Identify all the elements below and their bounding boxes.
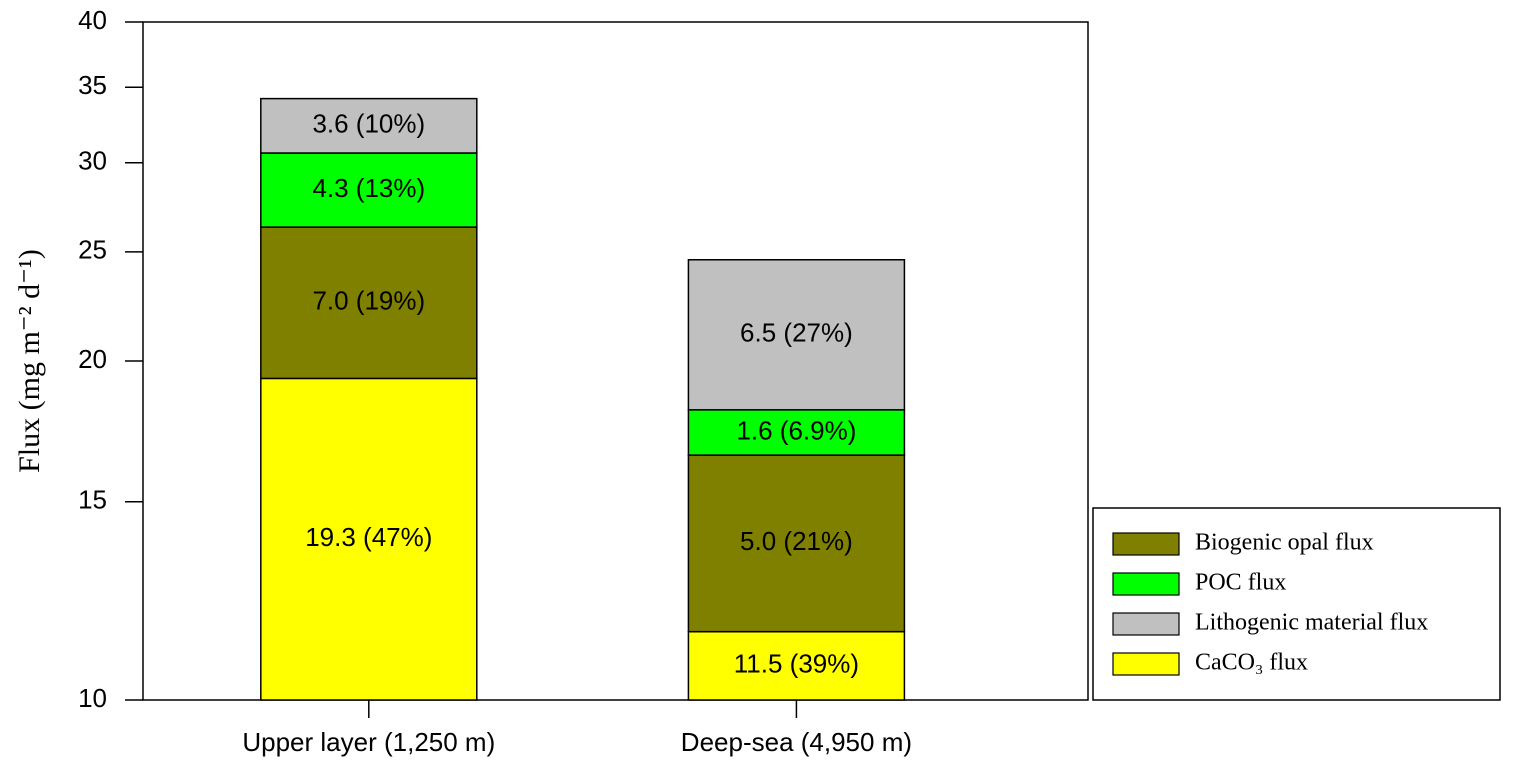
legend-swatch: [1112, 572, 1180, 596]
bar-segment: [687, 259, 906, 411]
value-label: 1.6 (6.9%): [736, 415, 856, 445]
y-tick-label: 30: [78, 146, 107, 176]
y-tick-label: 35: [78, 70, 107, 100]
value-label: 3.6 (10%): [312, 109, 425, 139]
bar-segment: [687, 409, 906, 456]
legend-swatch: [1112, 652, 1180, 676]
value-label: 6.5 (27%): [740, 318, 853, 348]
x-tick-label: Deep-sea (4,950 m): [681, 727, 912, 757]
y-tick-label: 10: [78, 683, 107, 713]
y-tick-label: 15: [78, 485, 107, 515]
value-label: 7.0 (19%): [312, 286, 425, 316]
value-label: 4.3 (13%): [312, 173, 425, 203]
x-tick-label: Upper layer (1,250 m): [242, 727, 495, 757]
legend-swatch: [1112, 532, 1180, 556]
legend-swatch: [1112, 612, 1180, 636]
bar-segment: [260, 97, 478, 154]
bar-segment: [687, 454, 906, 633]
y-tick-label: 25: [78, 235, 107, 265]
bar-segment: [687, 630, 906, 701]
legend-label: POC flux: [1195, 570, 1286, 596]
y-tick-label: 40: [78, 5, 107, 35]
legend-label: CaCO₃ flux: [1195, 650, 1308, 676]
value-label: 19.3 (47%): [305, 522, 432, 552]
legend-label: Lithogenic material flux: [1195, 610, 1428, 636]
value-label: 5.0 (21%): [740, 526, 853, 556]
legend-label: Biogenic opal flux: [1195, 530, 1374, 556]
y-axis-label: Flux (mg m⁻² d⁻¹): [13, 249, 46, 473]
y-tick-label: 20: [78, 344, 107, 374]
bar-segment: [260, 377, 478, 701]
value-label: 11.5 (39%): [734, 649, 859, 679]
